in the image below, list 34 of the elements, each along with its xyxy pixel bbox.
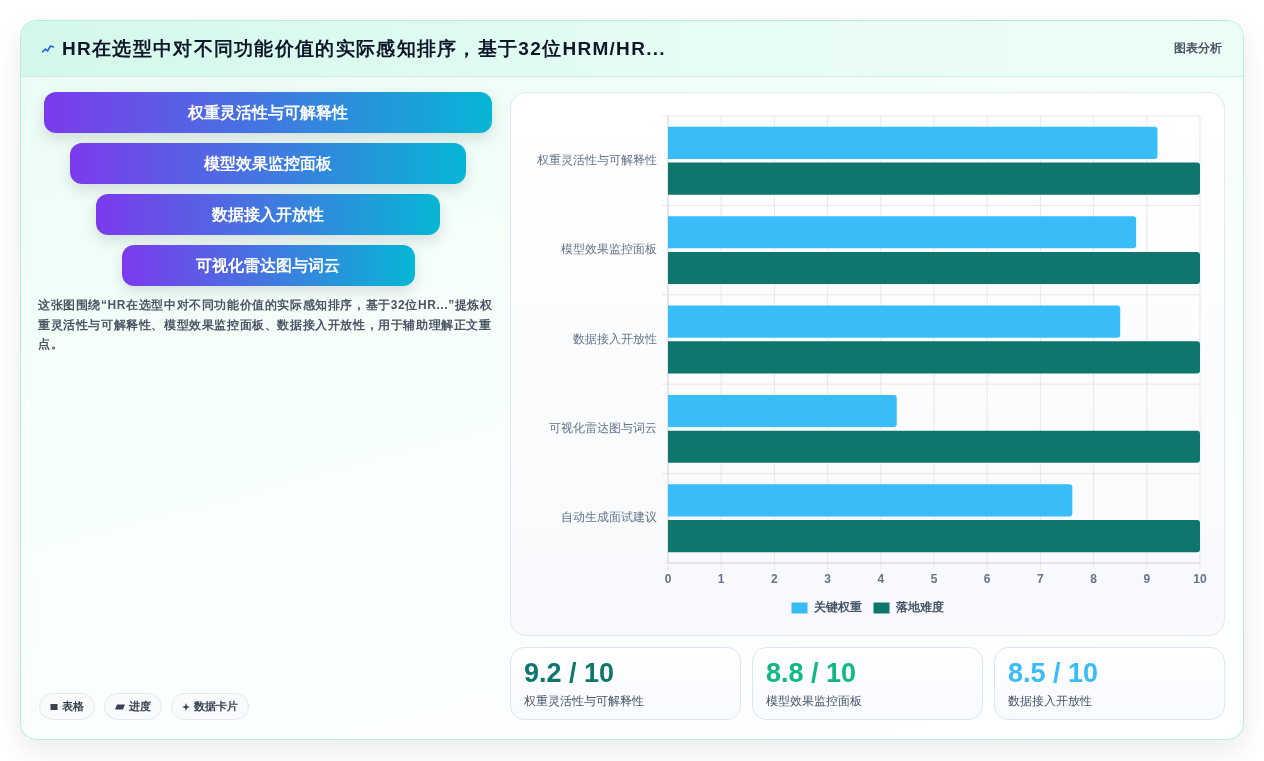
text: 图表分析 (1174, 40, 1222, 57)
y-tick-label: 可视化雷达图与词云 (549, 421, 657, 436)
text: 权重灵活性与可解释性 (44, 92, 492, 133)
y-tick-label: 自动生成面试建议 (561, 510, 657, 525)
legend-label: 关键权重 (812, 600, 862, 615)
legend-label: 落地难度 (894, 600, 944, 615)
x-tick-label: 9 (1143, 572, 1151, 587)
x-tick-label: 6 (983, 572, 991, 587)
y-tick-label: 权重灵活性与可解释性 (536, 152, 657, 167)
text: 8.8 / 10 (766, 658, 857, 688)
category-label: 权重灵活性与可解释性 (524, 693, 644, 709)
y-tick-label: 数据接入开放性 (573, 331, 657, 346)
x-tick-label: 0 (664, 572, 672, 587)
text: 8.5 / 10 (1008, 658, 1099, 688)
text: 数据卡片 (194, 699, 238, 714)
text: 进度 (129, 699, 151, 714)
text: 表格 (62, 699, 84, 714)
text: 9.2 / 10 (524, 658, 615, 688)
text: 模型效果监控面板 (69, 143, 467, 184)
text: 可视化雷达图与词云 (121, 245, 415, 286)
x-tick-label: 2 (771, 572, 779, 587)
y-tick-label: 模型效果监控面板 (561, 242, 657, 257)
x-tick-label: 1 (717, 572, 725, 587)
text: HR在选型中对不同功能价值的实际感知排序，基于32位HRM/HR... (62, 37, 666, 61)
category-label: 数据接入开放性 (1008, 693, 1092, 709)
x-tick-label: 8 (1090, 572, 1098, 587)
x-tick-label: 3 (824, 572, 832, 587)
x-tick-label: 4 (877, 572, 885, 587)
text: 这张图围绕“HR在选型中对不同功能价值的实际感知排序，基于32位HR...”提炼权重灵活性与可解释性、模型效果监控面板、数据接入开放性，用于辅助理解正文重点。 (38, 297, 494, 353)
x-tick-label: 5 (930, 572, 938, 587)
x-tick-label: 7 (1037, 572, 1045, 587)
category-label: 模型效果监控面板 (766, 693, 862, 709)
x-tick-label: 10 (1193, 572, 1207, 587)
text: 数据接入开放性 (95, 194, 441, 235)
